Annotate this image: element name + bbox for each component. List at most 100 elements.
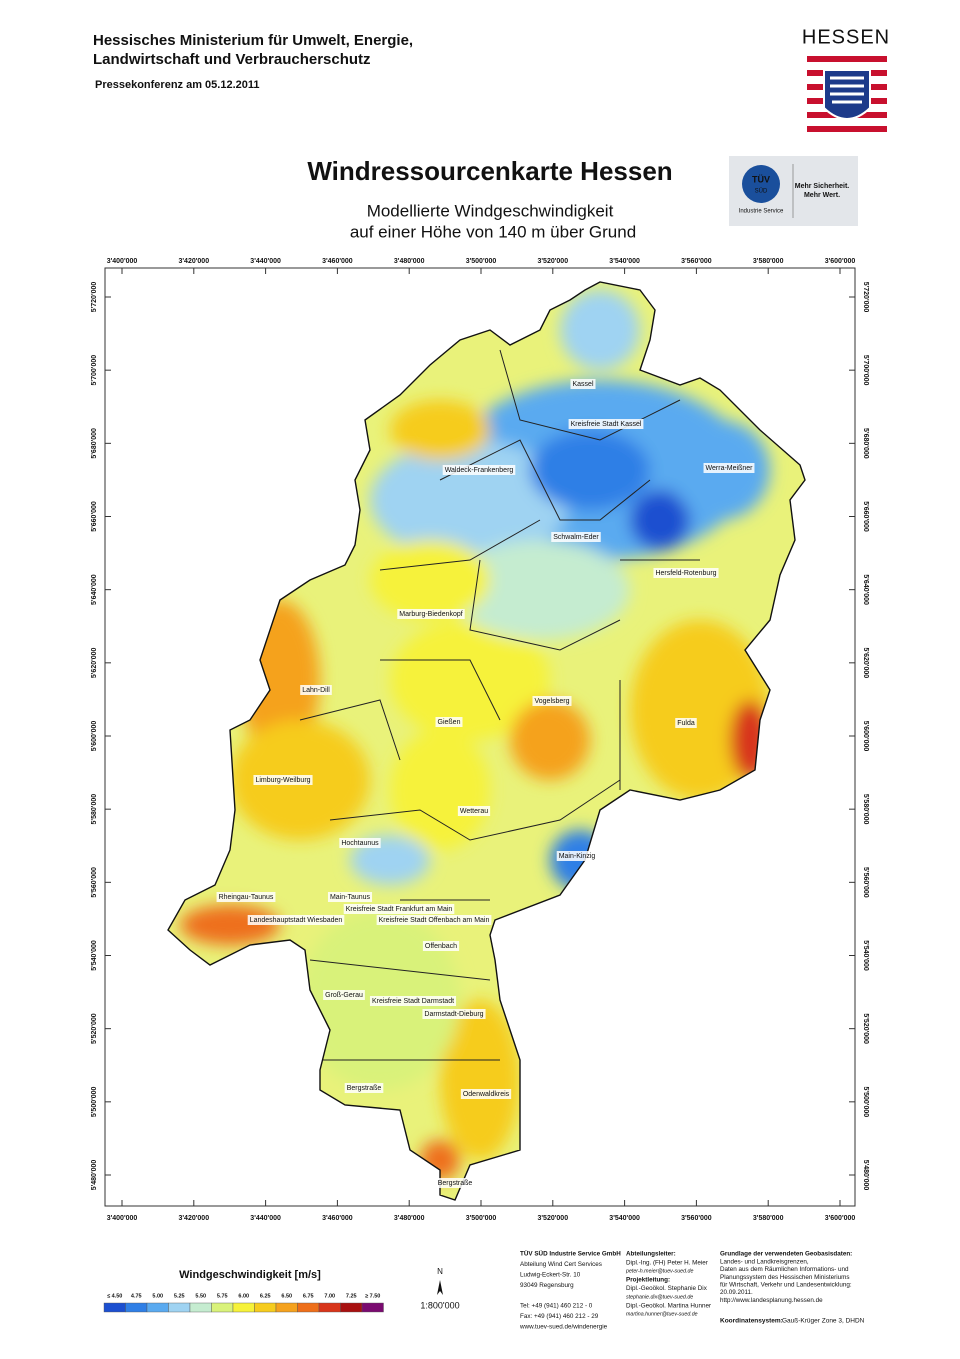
tuv-division: Industrie Service xyxy=(739,209,784,215)
x-coord-label: 3'520'000 xyxy=(538,258,569,265)
graticule-ticks: 3'400'000 3'400'000 3'420'000 3'420'000 3'44… xyxy=(91,258,869,1222)
x-coord-label: 3'580'000 xyxy=(753,1215,784,1222)
legend-label: ≤ 4.50 xyxy=(107,1293,122,1299)
legend-label: 7.25 xyxy=(346,1293,357,1299)
footer-line: 93049 Regensburg xyxy=(520,1282,574,1289)
region-label: Kreisfreie Stadt Offenbach am Main xyxy=(379,917,490,924)
region-label-bg xyxy=(216,892,276,902)
region-label: Fulda xyxy=(677,720,695,727)
footer-line: Landes- und Landkreisgrenzen, xyxy=(720,1258,809,1265)
region-label-bg xyxy=(675,718,697,728)
ministry-line: Landwirtschaft und Verbraucherschutz xyxy=(93,51,371,68)
region-label-bg xyxy=(532,696,572,706)
legend-label: ≥ 7.50 xyxy=(365,1293,380,1299)
legend-label: 5.50 xyxy=(195,1293,206,1299)
region-label: Darmstadt-Dieburg xyxy=(424,1011,483,1018)
y-coord-label: 5'500'000 xyxy=(91,1086,98,1117)
legend-title: Windgeschwindigkeit [m/s] xyxy=(179,1269,321,1281)
map-subtitle: auf einer Höhe von 140 m über Grund xyxy=(350,222,636,241)
y-coord-label: 5'500'000 xyxy=(862,1087,869,1118)
y-coord-label: 5'700'000 xyxy=(91,355,98,386)
footer-line: Abteilung Wind Cert Services xyxy=(520,1261,602,1268)
x-coord-label: 3'600'000 xyxy=(825,258,856,265)
region-label: Lahn-Dill xyxy=(302,687,330,694)
y-coord-label: 5'580'000 xyxy=(862,794,869,825)
x-coord-label: 3'560'000 xyxy=(681,1215,712,1222)
legend-label: 5.25 xyxy=(174,1293,185,1299)
region-label: Bergstraße xyxy=(438,1180,473,1187)
legend-label: 4.75 xyxy=(131,1293,142,1299)
footer-line: Dipl.-Ing. (FH) Peter H. Meier xyxy=(626,1259,708,1266)
legend-swatch xyxy=(340,1302,363,1313)
x-coord-label: 3'420'000 xyxy=(179,1215,210,1222)
region-label-bg xyxy=(247,915,345,925)
region-label-bg xyxy=(339,838,381,848)
north-label: N xyxy=(437,1267,443,1276)
y-coord-label: 5'620'000 xyxy=(862,648,869,679)
footer-line: Ludwig-Eckert-Str. 10 xyxy=(520,1272,581,1279)
crs-label: Koordinatensystem: xyxy=(720,1318,783,1325)
region-label-bg xyxy=(323,990,365,1000)
x-coord-label: 3'480'000 xyxy=(394,1215,425,1222)
footer-line: Projektleitung: xyxy=(626,1276,670,1283)
x-coord-label: 3'540'000 xyxy=(609,1215,640,1222)
legend-swatch xyxy=(275,1302,298,1313)
region-label: Limburg-Weilburg xyxy=(255,777,310,784)
ministry-line: Hessisches Ministerium für Umwelt, Energ… xyxy=(93,32,413,49)
y-coord-label: 5'520'000 xyxy=(91,1013,98,1044)
region-label-bg xyxy=(551,532,601,542)
region-label-bg xyxy=(457,806,491,816)
x-coord-label: 3'500'000 xyxy=(466,1215,497,1222)
footer-line: martina.hunner@tuev-sued.de xyxy=(626,1312,698,1318)
region-label: Waldeck-Frankenberg xyxy=(445,467,514,474)
region-label-bg xyxy=(556,851,598,861)
x-coord-label: 3'460'000 xyxy=(322,258,353,265)
footer-line: Daten aus dem Räumlichen Informations- u… xyxy=(720,1266,849,1273)
x-coord-label: 3'440'000 xyxy=(250,258,281,265)
scale: 1:800'000 xyxy=(420,1300,459,1310)
region-label: Groß-Gerau xyxy=(325,992,363,999)
legend-label: 7.00 xyxy=(324,1293,335,1299)
legend-label: 6.00 xyxy=(238,1293,249,1299)
y-coord-label: 5'660'000 xyxy=(91,501,98,532)
region-label: Gießen xyxy=(438,719,461,726)
region-label: Schwalm-Eder xyxy=(553,534,599,541)
x-coord-label: 3'540'000 xyxy=(609,258,640,265)
region-label: Rheingau-Taunus xyxy=(219,894,274,901)
region-labels: Kassel Kreisfreie Stadt Kassel Waldeck-Fra… xyxy=(216,379,755,1188)
y-coord-label: 5'660'000 xyxy=(862,501,869,532)
y-coord-label: 5'580'000 xyxy=(91,794,98,825)
region-label-bg xyxy=(460,1089,512,1099)
region-label: Bergstraße xyxy=(347,1085,382,1092)
y-coord-label: 5'720'000 xyxy=(862,282,869,313)
region-label: Wetterau xyxy=(460,808,488,815)
y-coord-label: 5'680'000 xyxy=(862,428,869,459)
region-label: Kreisfreie Stadt Darmstadt xyxy=(372,998,454,1005)
x-coord-label: 3'580'000 xyxy=(753,258,784,265)
region-label: Werra-Meißner xyxy=(706,465,754,472)
region-label-bg xyxy=(653,568,719,578)
y-coord-label: 5'620'000 xyxy=(91,647,98,678)
region-label: Vogelsberg xyxy=(534,698,569,705)
region-label-bg xyxy=(422,1009,486,1019)
region-label: Hersfeld-Rotenburg xyxy=(655,570,716,577)
x-coord-label: 3'400'000 xyxy=(107,258,138,265)
legend-swatch xyxy=(232,1302,255,1313)
tuv-logo: TÜV SÜD Industrie Service Mehr Sicherhei… xyxy=(729,156,858,226)
footer-line: Dipl.-Geoökol. Martina Hunner xyxy=(626,1302,711,1309)
legend-swatch xyxy=(103,1302,126,1313)
footer-line: peter-h.meier@tuev-sued.de xyxy=(625,1269,693,1275)
footer-line: Fax: +49 (941) 460 212 - 29 xyxy=(520,1313,599,1320)
region-label-bg xyxy=(435,717,463,727)
legend-swatch xyxy=(125,1302,148,1313)
tuv-slogan: Mehr Wert. xyxy=(804,192,840,199)
x-coord-label: 3'460'000 xyxy=(322,1215,353,1222)
hessen-logo-text: HESSEN xyxy=(802,26,890,48)
legend-label: 6.50 xyxy=(281,1293,292,1299)
legend: ≤ 4.50 4.75 5.00 5.25 5.50 5.75 6.00 6.25 6.50 6.… xyxy=(103,1293,384,1313)
y-coord-label: 5'640'000 xyxy=(91,574,98,605)
legend-swatch xyxy=(318,1302,341,1313)
crs: Gauß-Krüger Zone 3, DHDN xyxy=(782,1318,865,1325)
region-label-bg xyxy=(300,685,332,695)
